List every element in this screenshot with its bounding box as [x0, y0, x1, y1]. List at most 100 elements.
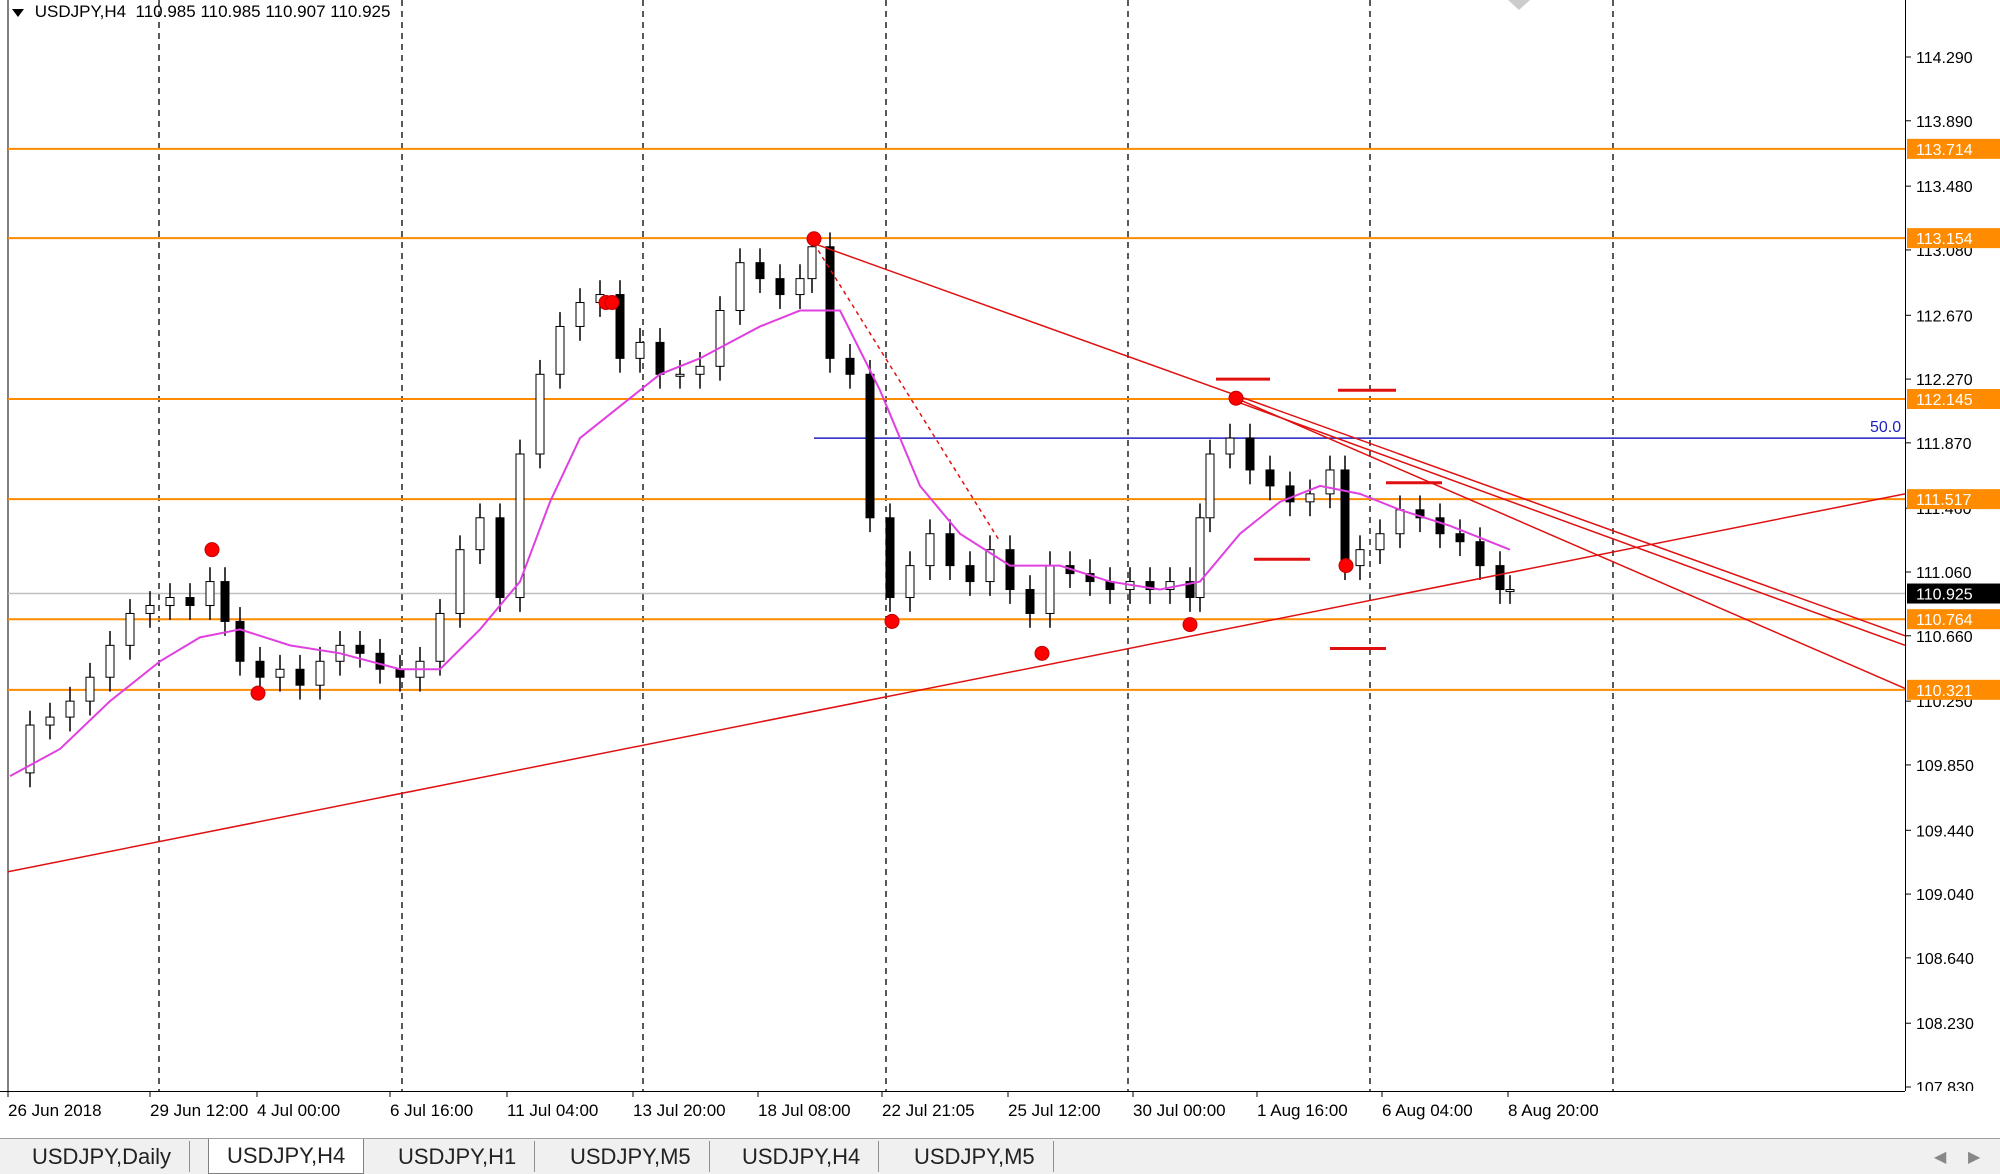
scroll-left-icon[interactable]: ◀: [1934, 1147, 1947, 1166]
level-price-label: 113.154: [1916, 231, 1973, 248]
candle-body: [575, 302, 585, 327]
price-tick-label: 113.890: [1916, 114, 1973, 131]
candle-body: [675, 373, 685, 377]
price-tick-label: 109.850: [1916, 758, 1974, 775]
candle-body: [1375, 533, 1385, 551]
price-tick-label: 108.640: [1916, 951, 1974, 968]
time-tick-label: 25 Jul 12:00: [1008, 1101, 1101, 1120]
candle-body: [615, 294, 625, 359]
swing-point-marker: [806, 231, 822, 247]
candle-body: [1205, 453, 1215, 519]
tab-usdjpy-daily[interactable]: USDJPY,Daily: [14, 1141, 190, 1172]
candle-body: [1225, 437, 1235, 455]
candle-body: [1435, 517, 1445, 535]
candle-body: [220, 581, 230, 622]
price-tick-label: 113.480: [1916, 179, 1973, 196]
swing-point-marker: [1182, 617, 1198, 633]
candle-body: [1395, 509, 1405, 535]
price-tick-label: 110.660: [1916, 629, 1973, 646]
candle-body: [775, 278, 785, 296]
swing-point-marker: [604, 295, 620, 311]
level-price-label: 111.517: [1916, 492, 1972, 509]
price-tick-label: 109.040: [1916, 887, 1974, 904]
candle-body: [965, 565, 975, 583]
candle-body: [205, 581, 215, 606]
swing-point-marker: [204, 542, 220, 558]
level-price-badge: [1907, 389, 2000, 410]
candle-body: [695, 365, 705, 375]
candle-body: [295, 668, 305, 686]
candle-body: [795, 278, 805, 296]
candle-body: [1165, 581, 1175, 591]
time-tick-label: 8 Aug 20:00: [1508, 1101, 1599, 1120]
time-axis[interactable]: 26 Jun 2018 29 Jun 12:00 4 Jul 00:00 6 Jul …: [0, 1091, 1905, 1132]
candle-body: [1355, 549, 1365, 567]
candle-body: [1495, 565, 1505, 591]
dropdown-triangle-icon[interactable]: [12, 8, 24, 17]
candle-body: [1455, 533, 1465, 543]
time-tick-label: 22 Jul 21:05: [882, 1101, 975, 1120]
candle-body: [825, 246, 835, 359]
candle-body: [845, 357, 855, 375]
candle-body: [1145, 581, 1155, 591]
candle-body: [555, 325, 565, 375]
level-price-badge: [1907, 679, 2000, 700]
level-price-badge: [1907, 138, 2000, 159]
candle-body: [395, 668, 405, 678]
tab-usdjpy-m5[interactable]: USDJPY,M5: [552, 1141, 710, 1172]
candle-body: [475, 517, 485, 551]
candle-body: [755, 262, 765, 280]
candle-body: [715, 310, 725, 367]
ohlc-values: 110.985 110.985 110.907 110.925: [135, 2, 391, 21]
time-tick-label: 29 Jun 12:00: [150, 1101, 248, 1120]
level-price-label: 113.714: [1916, 142, 1973, 159]
candle-body: [945, 533, 955, 567]
candle-body: [455, 549, 465, 614]
candle-body: [435, 612, 445, 662]
tab-usdjpy-h4-4[interactable]: USDJPY,H4: [724, 1141, 880, 1172]
time-tick-label: 4 Jul 00:00: [257, 1101, 340, 1120]
candle-body: [655, 341, 665, 375]
candle-body: [1185, 581, 1195, 599]
candle-body: [1245, 437, 1255, 471]
candle-body: [185, 597, 195, 606]
tab-usdjpy-h1[interactable]: USDJPY,H1: [380, 1141, 536, 1172]
candle-body: [1045, 565, 1055, 614]
candle-body: [145, 604, 155, 614]
candle-body: [1265, 469, 1275, 487]
level-price-label: 110.321: [1916, 683, 1973, 700]
candle-body: [375, 652, 385, 670]
price-tick-label: 111.060: [1916, 565, 1972, 582]
price-axis[interactable]: 114.290 113.890 113.480 113.080 112.670 112.2…: [1905, 0, 2000, 1097]
scroll-right-icon[interactable]: ▶: [1968, 1147, 1981, 1166]
candle-body: [1195, 517, 1205, 599]
price-tick-label: 109.440: [1916, 823, 1974, 840]
candle-body: [865, 373, 875, 519]
candle-body: [515, 453, 525, 599]
time-axis-canvas: 26 Jun 2018 29 Jun 12:00 4 Jul 00:00 6 Jul …: [7, 1092, 1599, 1120]
candle-body: [315, 660, 325, 686]
fibonacci-label: 50.0: [1870, 419, 1901, 436]
candle-body: [105, 644, 115, 678]
candle-body: [235, 620, 245, 662]
candle-body: [1415, 509, 1425, 519]
chart-shift-marker-icon: [1508, 0, 1530, 10]
tab-usdjpy-h4[interactable]: USDJPY,H4: [208, 1139, 365, 1174]
trend-line: [1235, 397, 1906, 690]
swing-point-marker: [884, 613, 900, 629]
current-price-label: 110.925: [1916, 587, 1973, 604]
candle-body: [1305, 493, 1315, 503]
candle-body: [255, 660, 265, 678]
candle-body: [807, 246, 817, 280]
swing-point-marker: [1338, 558, 1354, 574]
chart-plot-area[interactable]: 50.0 USDJPY,H4 110.985 110.985 110.907 1…: [0, 0, 1906, 1091]
chart-canvas[interactable]: 50.0: [0, 0, 1906, 1091]
candle-body: [735, 262, 745, 312]
level-price-badge: [1907, 228, 2000, 249]
tab-usdjpy-m5-5[interactable]: USDJPY,M5: [896, 1141, 1054, 1172]
candle-body: [1505, 589, 1515, 593]
price-tick-label: 108.230: [1916, 1016, 1974, 1033]
moving-average-line: [9, 309, 1511, 777]
level-price-label: 110.764: [1916, 612, 1973, 629]
candle-body: [275, 668, 285, 678]
